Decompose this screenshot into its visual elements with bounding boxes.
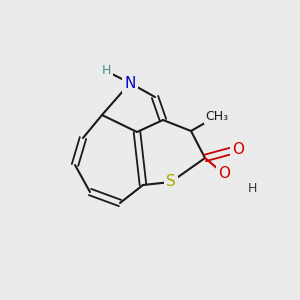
Text: S: S: [166, 175, 176, 190]
Text: CH₃: CH₃: [206, 110, 229, 122]
Text: H: H: [247, 182, 257, 194]
Text: H: H: [101, 64, 111, 77]
Text: O: O: [218, 167, 230, 182]
Text: N: N: [124, 76, 136, 91]
Text: O: O: [232, 142, 244, 157]
